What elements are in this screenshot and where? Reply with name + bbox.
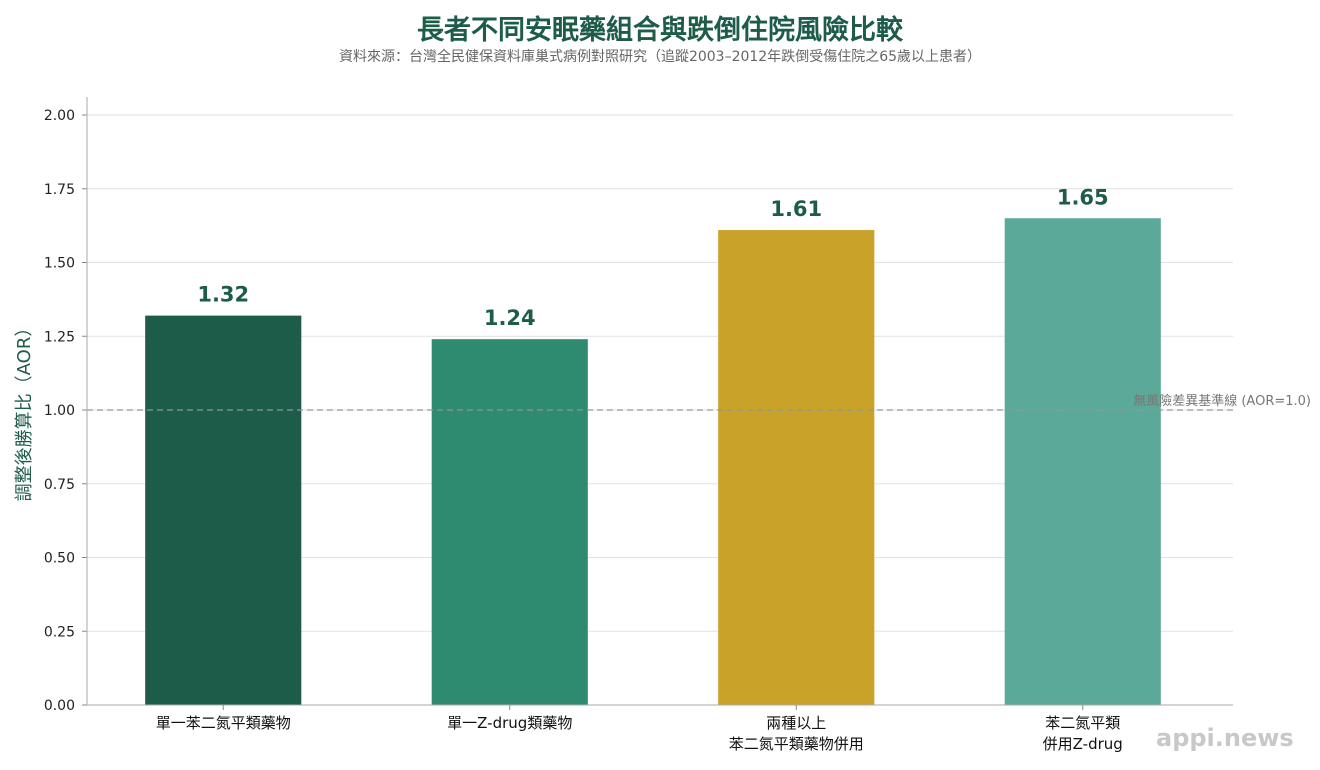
value-label-2: 1.24 [484, 306, 536, 330]
value-label-1: 1.32 [197, 283, 249, 307]
bar-1 [145, 315, 302, 705]
y-tick-label: 0.75 [44, 477, 75, 493]
axes [82, 97, 1233, 710]
value-labels: 1.32 1.24 1.61 1.65 [197, 185, 1108, 330]
category-label-3: 兩種以上 [766, 714, 826, 732]
y-tick-label: 1.25 [44, 329, 75, 345]
watermark-logo: appi.news [1156, 724, 1294, 752]
category-label-2: 單一Z-drug類藥物 [447, 714, 572, 732]
category-label-4: 苯二氮平類 [1045, 714, 1120, 732]
chart-title: 長者不同安眠藥組合與跌倒住院風險比較 [417, 15, 903, 46]
y-axis-label: 調整後勝算比（AOR） [14, 319, 35, 502]
value-label-4: 1.65 [1057, 185, 1109, 209]
reference-line-group: 無風險差異基準線 (AOR=1.0) [87, 393, 1311, 411]
bar-3 [718, 230, 875, 706]
y-tick-label: 1.00 [44, 403, 75, 419]
category-label-4: 併用Z-drug [1043, 735, 1123, 753]
y-tick-labels: 0.00 0.25 0.50 0.75 1.00 1.25 1.50 1.75 2.00 [44, 108, 75, 714]
y-tick-label: 1.50 [44, 256, 75, 272]
value-label-3: 1.61 [770, 197, 822, 221]
y-tick-label: 1.75 [44, 182, 75, 198]
category-label-3: 苯二氮平類藥物併用 [729, 735, 864, 753]
y-tick-label: 2.00 [44, 108, 75, 124]
bar-4 [1004, 218, 1161, 705]
y-tick-label: 0.25 [44, 624, 75, 640]
category-label-1: 單一苯二氮平類藥物 [156, 714, 291, 732]
bar-2 [431, 339, 588, 705]
y-tick-label: 0.00 [44, 698, 75, 714]
reference-line-label: 無風險差異基準線 (AOR=1.0) [1133, 393, 1311, 409]
y-tick-label: 0.50 [44, 551, 75, 567]
chart-subtitle: 資料來源：台灣全民健保資料庫巢式病例對照研究（追蹤2003–2012年跌倒受傷住… [338, 49, 982, 65]
bars [145, 218, 1161, 706]
